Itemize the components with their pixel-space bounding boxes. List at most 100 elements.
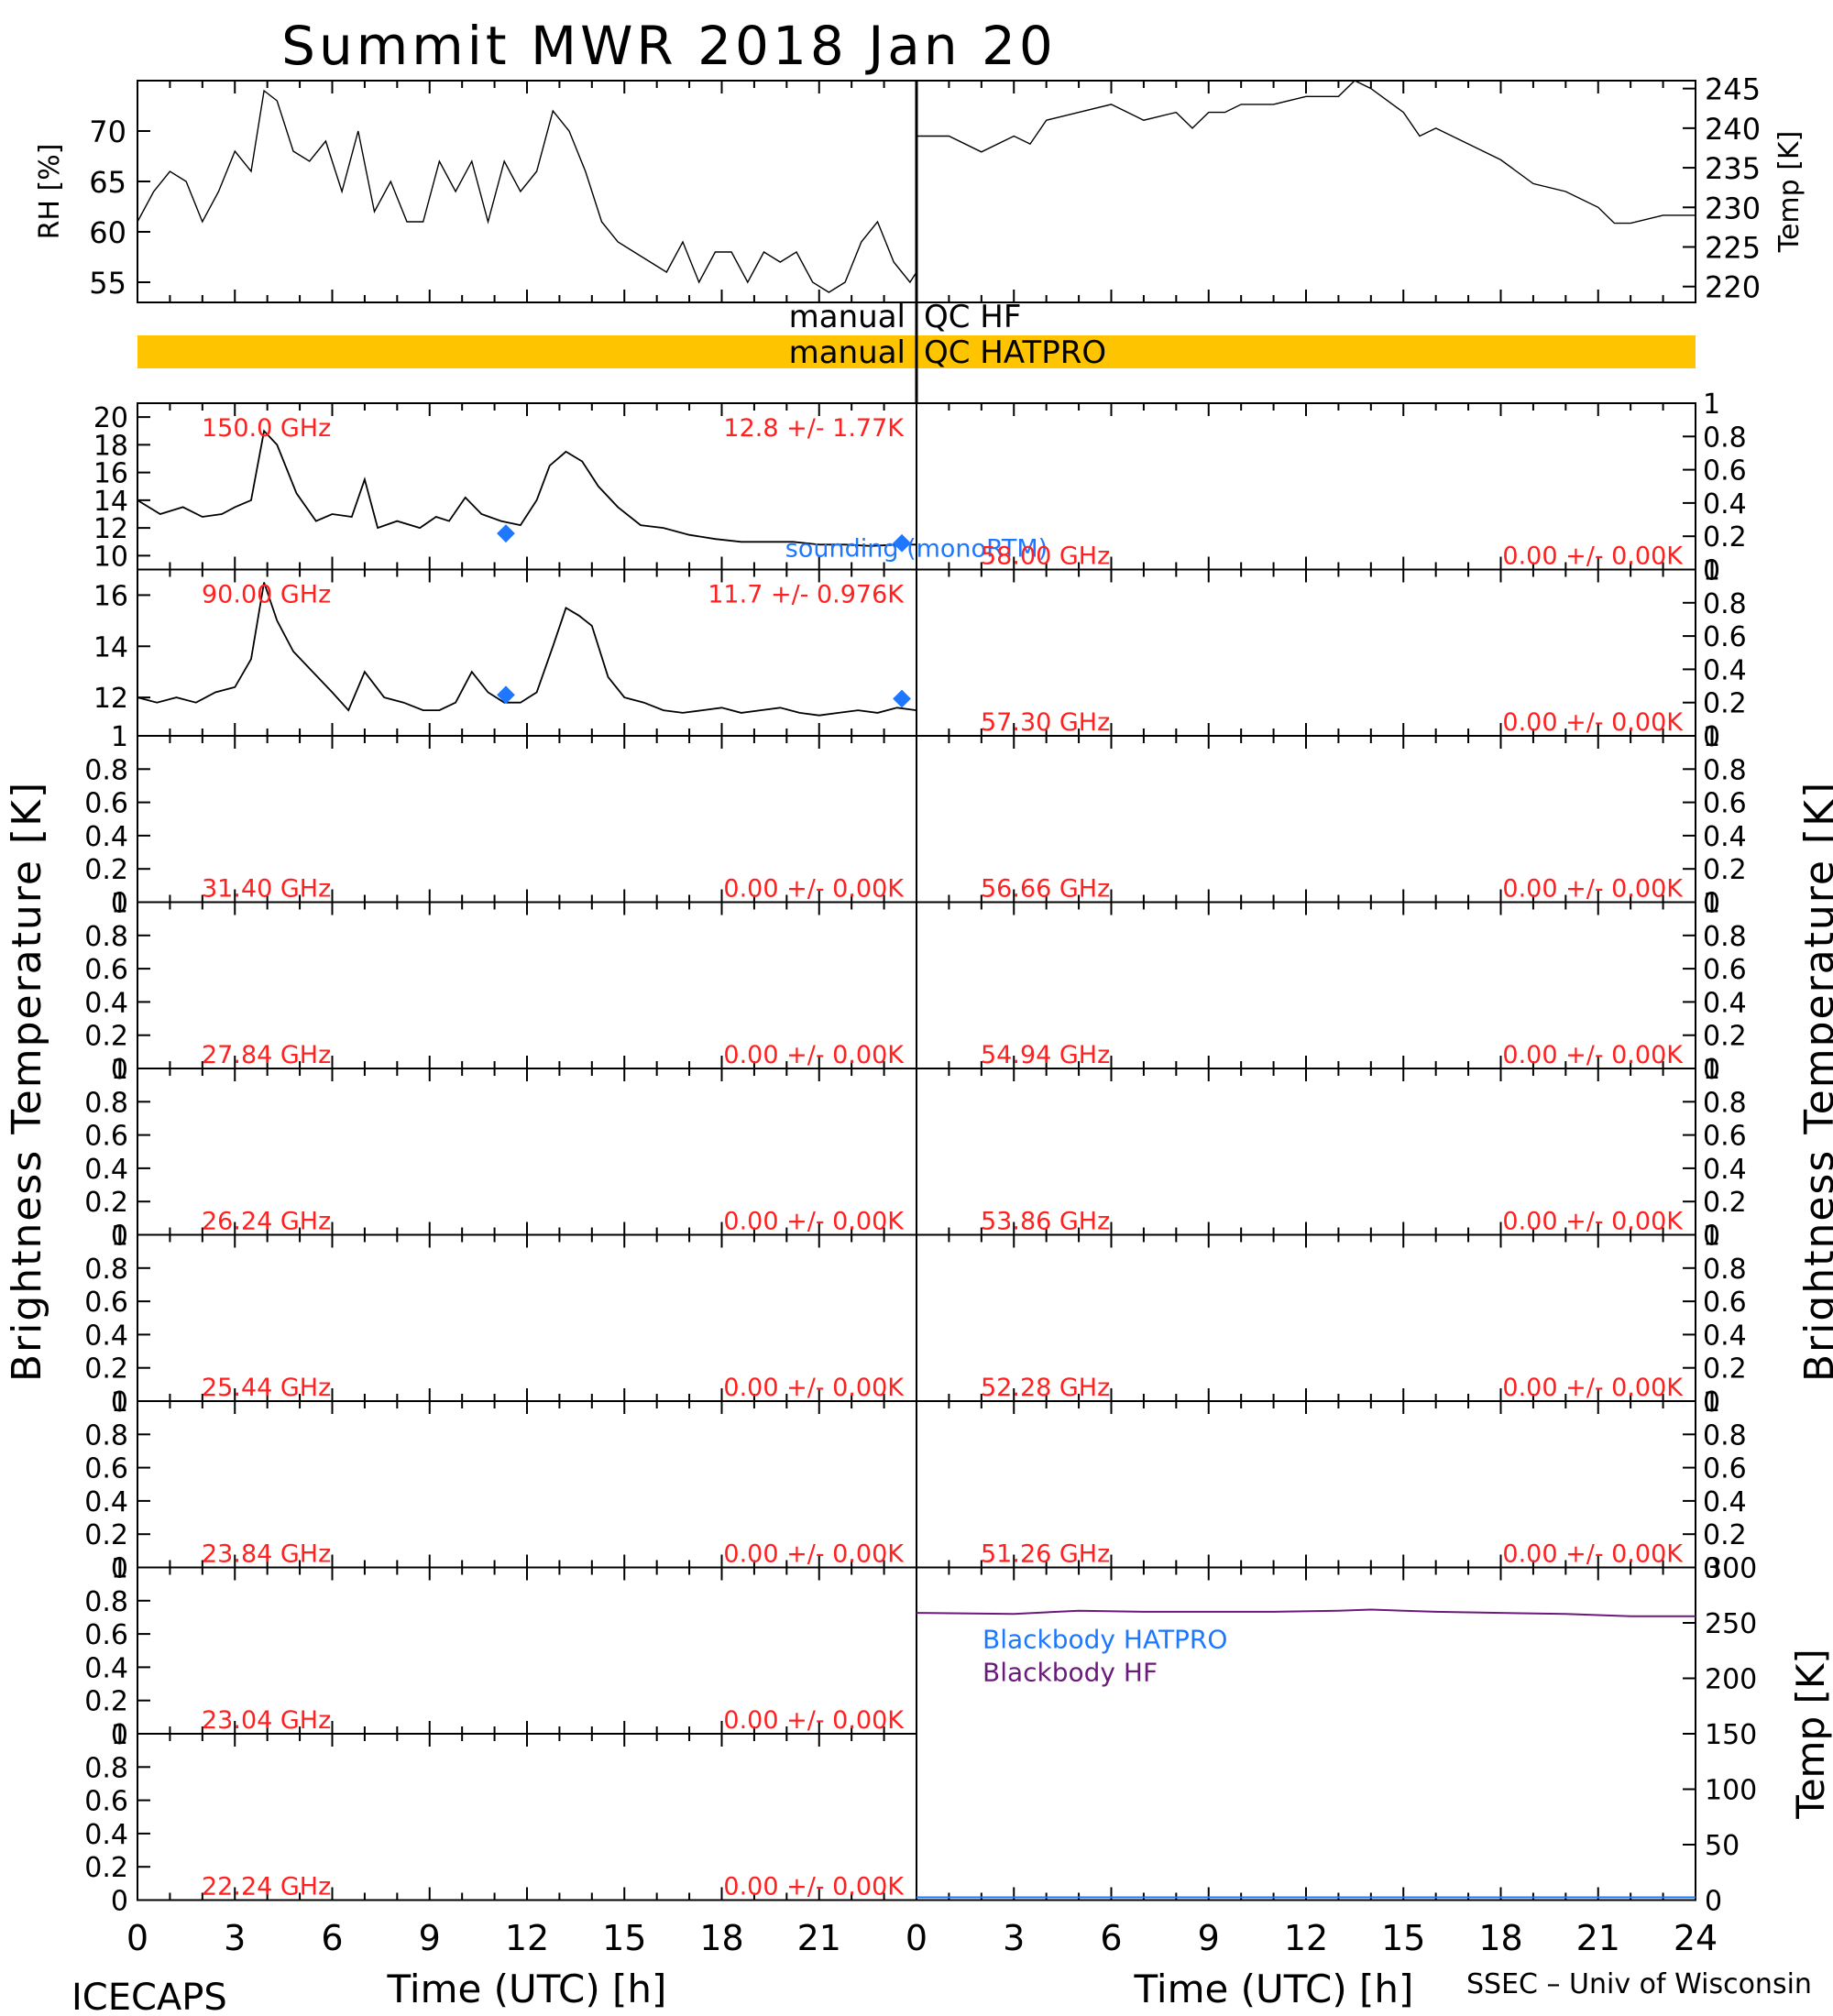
tb-frequency-label: 26.24 GHz — [202, 1208, 331, 1236]
tb-y-tick-label: 12 — [93, 513, 128, 545]
tb-y-tick-label: 0 — [111, 888, 128, 920]
tb-stats-label: 0.00 +/- 0.00K — [1502, 1540, 1684, 1569]
temp-y-tick-label: 240 — [1705, 112, 1761, 147]
tb-y-tick-label: 0.8 — [84, 1087, 128, 1119]
tb-y-tick-label: 0.4 — [84, 1652, 128, 1684]
tb-y-tick-label: 1 — [111, 1221, 128, 1253]
tb-y-tick-label: 0.6 — [84, 954, 128, 986]
tb-y-tick-label: 0.2 — [1703, 521, 1747, 553]
tb-y-tick-label: 0.6 — [1703, 1287, 1747, 1319]
tb-y-tick-label: 0 — [111, 1221, 128, 1253]
tb-y-tick-label: 0.6 — [1703, 1453, 1747, 1485]
x-tick-label-right: 18 — [1478, 1918, 1522, 1958]
tb-y-tick-label: 0.4 — [1703, 987, 1747, 1019]
tb-y-tick-label: 0.2 — [84, 1021, 128, 1053]
tb-y-tick-label: 0.2 — [84, 1686, 128, 1718]
sounding-marker — [893, 533, 911, 553]
x-tick-label-right: 3 — [1003, 1918, 1025, 1958]
tb-y-tick-label: 0 — [1703, 1221, 1720, 1253]
tb-frequency-label: 57.30 GHz — [981, 708, 1110, 737]
tb-y-tick-label: 0.6 — [1703, 1121, 1747, 1153]
tb-stats-label: 0.00 +/- 0.00K — [723, 1374, 905, 1402]
qc-hatpro-label: QC HATPRO — [924, 334, 1106, 371]
tb-y-tick-label: 1 — [111, 1386, 128, 1419]
tb-y-tick-label: 0 — [111, 1553, 128, 1585]
temp-y-axis-label: Temp [K] — [1773, 131, 1806, 254]
tb-stats-label: 0.00 +/- 0.00K — [1502, 875, 1684, 904]
x-tick-label-left: 15 — [602, 1918, 646, 1958]
tb-stats-label: 0.00 +/- 0.00K — [723, 1873, 905, 1901]
tb-panel: 12 14 16 90.00 GHz 11.7 +/- 0.976K — [93, 568, 917, 737]
rh-y-tick-label: 55 — [89, 266, 126, 301]
tb-y-tick-label: 0.2 — [84, 1187, 128, 1219]
tb-y-tick-label: 0 — [111, 1054, 128, 1086]
tb-y-tick-label: 0 — [1703, 1386, 1720, 1419]
time-axis: 0 3 6 9 12 15 18 21 0 3 6 9 12 15 18 21 24 Time (UTC) [h]… — [126, 1918, 1718, 2011]
right-y-axis-label: Brightness Temperature [K] — [1796, 781, 1833, 1382]
x-tick-label-right: 0 — [906, 1918, 927, 1958]
x-tick-label-left: 6 — [321, 1918, 343, 1958]
tb-y-tick-label: 0.4 — [1703, 821, 1747, 853]
x-tick-label-left: 9 — [419, 1918, 441, 1958]
temperature-panel: 220 225 230 235 240 245 Temp [K] — [916, 72, 1806, 305]
tb-y-tick-label: 0 — [111, 1886, 128, 1918]
x-tick-label-right: 9 — [1198, 1918, 1220, 1958]
tb-stats-label: 0.00 +/- 0.00K — [1502, 1041, 1684, 1069]
tb-frequency-label: 56.66 GHz — [981, 875, 1110, 904]
temp-y-tick-label: 235 — [1705, 151, 1761, 186]
tb-y-tick-label: 0.2 — [1703, 1353, 1747, 1386]
tb-stats-label: 0.00 +/- 0.00K — [723, 1208, 905, 1236]
tb-y-tick-label: 16 — [93, 458, 128, 490]
tb-stats-label: 11.7 +/- 0.976K — [708, 581, 905, 609]
tb-frequency-label: 23.84 GHz — [202, 1540, 331, 1569]
tb-y-tick-label: 1 — [1703, 888, 1720, 920]
tb-y-tick-label: 0.8 — [1703, 588, 1747, 620]
x-tick-label-left: 12 — [505, 1918, 549, 1958]
legend-blackbody-hatpro: Blackbody HATPRO — [982, 1625, 1227, 1655]
tb-stats-label: 0.00 +/- 0.00K — [723, 875, 905, 904]
rh-y-tick-label: 60 — [89, 215, 126, 250]
sounding-marker — [497, 685, 515, 705]
x-tick-label-right: 12 — [1284, 1918, 1328, 1958]
figure-title: Summit MWR 2018 Jan 20 — [281, 15, 1057, 77]
tb-stats-label: 0.00 +/- 0.00K — [723, 1706, 905, 1735]
tb-y-tick-label: 0.8 — [84, 754, 128, 786]
tb-stats-label: 12.8 +/- 1.77K — [723, 414, 905, 443]
qc-hf-label: QC HF — [924, 299, 1021, 335]
tb-y-tick-label: 0 — [1703, 1054, 1720, 1086]
tb-y-tick-label: 0.8 — [1703, 754, 1747, 786]
tb-y-tick-label: 0.2 — [84, 1353, 128, 1386]
tb-y-tick-label: 0.8 — [1703, 921, 1747, 953]
tb-y-tick-label: 0.8 — [1703, 422, 1747, 454]
tb-stats-label: 0.00 +/- 0.00K — [723, 1041, 905, 1069]
tb-y-tick-label: 0.6 — [1703, 455, 1747, 488]
tb-y-tick-label: 0 — [111, 1386, 128, 1419]
legend-blackbody-hf: Blackbody HF — [982, 1658, 1158, 1688]
tb-y-tick-label: 10 — [93, 541, 128, 573]
tb-y-tick-label: 0.8 — [84, 1254, 128, 1286]
tb-y-tick-label: 12 — [93, 683, 128, 715]
tb-y-tick-label: 0 — [111, 1719, 128, 1751]
tb-y-tick-label: 0.4 — [84, 987, 128, 1019]
x-axis-label-left: Time (UTC) [h] — [387, 1967, 667, 2011]
sounding-marker — [893, 689, 911, 708]
tb-y-tick-label: 0.6 — [84, 1619, 128, 1651]
x-tick-label-left: 21 — [797, 1918, 841, 1958]
tb-y-tick-label: 0.4 — [84, 1819, 128, 1851]
tb-y-tick-label: 0 — [1703, 555, 1720, 587]
rh-panel: 55 60 65 70 RH [%] — [34, 80, 917, 303]
tb-y-tick-label: 0.2 — [1703, 1021, 1747, 1053]
tb-y-tick-label: 0.4 — [84, 821, 128, 853]
temp-y-tick-label: 220 — [1705, 270, 1761, 305]
x-tick-label-left: 18 — [699, 1918, 743, 1958]
tb-y-tick-label: 0.6 — [1703, 621, 1747, 653]
tb-frequency-label: 54.94 GHz — [981, 1041, 1110, 1069]
tb-y-tick-label: 0 — [1703, 888, 1720, 920]
